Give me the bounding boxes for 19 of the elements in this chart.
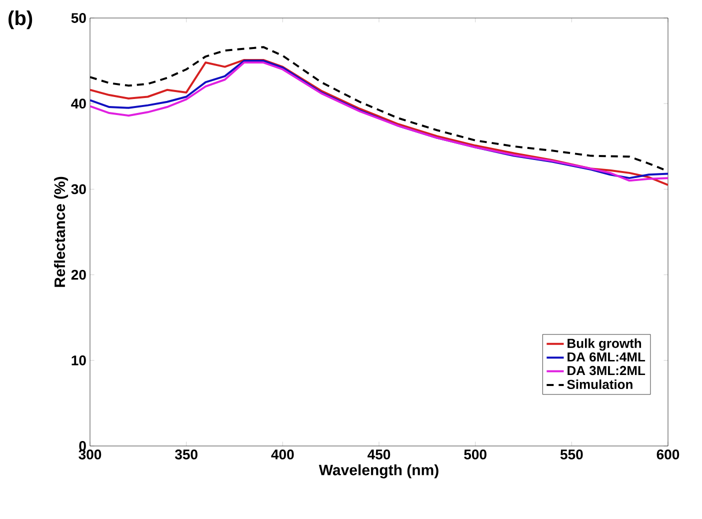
x-tick-label: 400 [271,450,294,460]
legend-label: Bulk growth [568,338,642,351]
y-tick-label: 10 [72,355,86,366]
x-tick-label: 350 [174,450,198,460]
y-tick-label: 40 [71,98,86,109]
y-tick-label: 50 [71,13,86,23]
y-tick-label: 30 [71,184,86,194]
x-tick-label: 600 [656,450,680,460]
x-tick-label: 500 [464,450,486,460]
x-tick-label: 550 [560,450,583,460]
legend-label: DA 6ML:4ML [568,352,646,362]
text: (b) [8,10,32,30]
y-axis-title: Reflectance (%) [54,176,68,287]
legend-label: Simulation [567,380,632,390]
x-axis-title: Wavelength (nm) [318,464,438,478]
x-tick-label: 450 [368,450,390,460]
x-tick-label: 300 [78,450,102,460]
y-tick-label: 20 [71,270,86,280]
legend-label: DA 3ML:2ML [568,366,646,376]
